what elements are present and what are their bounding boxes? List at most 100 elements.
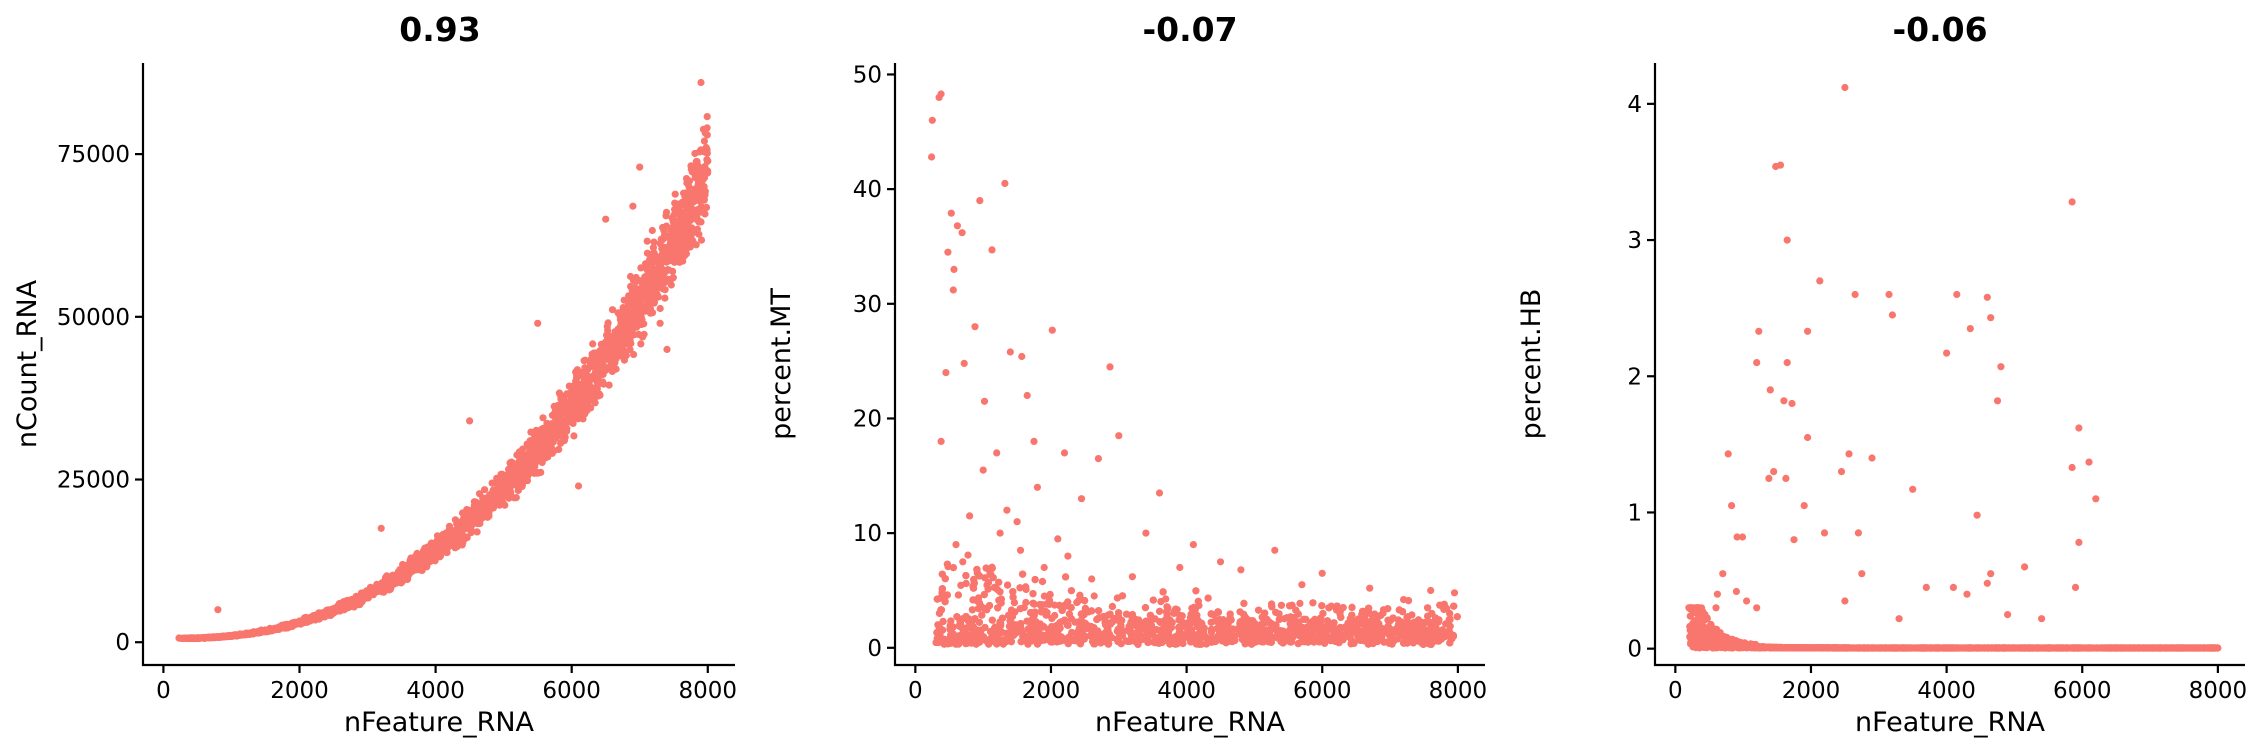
data-point (509, 471, 517, 480)
data-point (618, 335, 627, 343)
data-point (235, 631, 243, 639)
data-point (195, 634, 203, 642)
data-point (514, 486, 522, 495)
data-point (626, 323, 635, 331)
data-point (602, 215, 610, 223)
data-point (560, 392, 568, 401)
data-point (563, 427, 571, 435)
data-point (1192, 587, 1200, 595)
data-point (630, 303, 638, 311)
data-point (606, 363, 614, 371)
data-point (569, 394, 578, 403)
data-point (386, 579, 394, 587)
data-point (601, 338, 610, 346)
data-point (663, 345, 671, 353)
data-point (574, 380, 582, 388)
data-point (473, 501, 481, 509)
data-point (662, 212, 670, 220)
data-point (699, 183, 707, 191)
data-point (507, 458, 515, 466)
data-point (542, 449, 550, 457)
data-point (944, 563, 952, 571)
data-point (953, 613, 961, 621)
data-point (671, 190, 679, 198)
data-point (589, 396, 597, 404)
data-point (703, 157, 712, 165)
data-point (697, 218, 705, 226)
data-point (630, 331, 638, 339)
data-point (445, 526, 453, 534)
data-point (691, 213, 700, 221)
data-point (242, 631, 250, 639)
chart-title: -0.07 (1142, 10, 1237, 49)
data-point (616, 343, 624, 351)
data-point (691, 174, 700, 182)
data-point (1277, 601, 1285, 609)
data-point (547, 443, 555, 451)
data-point (667, 281, 675, 289)
data-point (636, 163, 644, 171)
data-point (581, 410, 589, 418)
data-point (584, 400, 592, 408)
data-point (1446, 639, 1454, 647)
data-point (656, 258, 664, 266)
data-point (1062, 573, 1070, 581)
data-point (703, 124, 711, 132)
data-point (1003, 629, 1011, 638)
data-point (656, 319, 664, 327)
data-point (664, 266, 672, 274)
data-point (557, 439, 565, 447)
x-axis-title: nFeature_RNA (344, 707, 535, 738)
data-point (612, 355, 620, 363)
data-point (514, 471, 522, 479)
data-point (473, 528, 481, 536)
data-point (632, 293, 640, 301)
data-point (660, 227, 668, 235)
data-point (665, 250, 673, 258)
data-point (1090, 592, 1098, 600)
data-point (421, 544, 429, 552)
data-point (534, 434, 542, 442)
data-point (574, 412, 582, 420)
data-point (554, 401, 562, 409)
data-point (466, 508, 474, 516)
data-point (287, 621, 295, 629)
data-point (643, 249, 652, 257)
data-point (578, 368, 586, 376)
data-point (676, 232, 684, 240)
data-point (539, 414, 547, 422)
chart-panel-1: 0.930 2000 4000 6000 80000250005000075000nFe… (12, 10, 737, 738)
data-point (645, 277, 653, 285)
data-point (538, 458, 546, 467)
data-point (456, 529, 464, 537)
data-point (1294, 640, 1302, 648)
data-point (650, 238, 658, 246)
data-point (604, 319, 612, 327)
data-point (627, 297, 635, 305)
data-point (1067, 587, 1075, 595)
data-point (550, 430, 558, 438)
data-point (458, 541, 466, 549)
data-point (589, 340, 597, 348)
data-point (654, 264, 662, 272)
data-point (488, 479, 496, 487)
data-point (267, 625, 275, 633)
data-point (692, 207, 700, 215)
data-point (648, 257, 657, 265)
data-point (629, 202, 637, 210)
data-point (1240, 599, 1248, 608)
data-point (699, 147, 707, 156)
data-point (654, 293, 663, 301)
data-point (581, 356, 589, 364)
data-point (596, 369, 604, 378)
data-point (673, 218, 681, 226)
data-point (659, 249, 667, 257)
data-point (573, 372, 581, 380)
data-point (1020, 603, 1028, 612)
data-point (509, 478, 517, 486)
data-point (1348, 603, 1356, 612)
data-point (637, 340, 645, 348)
data-point (220, 632, 229, 641)
data-point (628, 286, 636, 294)
data-point (1204, 594, 1212, 602)
